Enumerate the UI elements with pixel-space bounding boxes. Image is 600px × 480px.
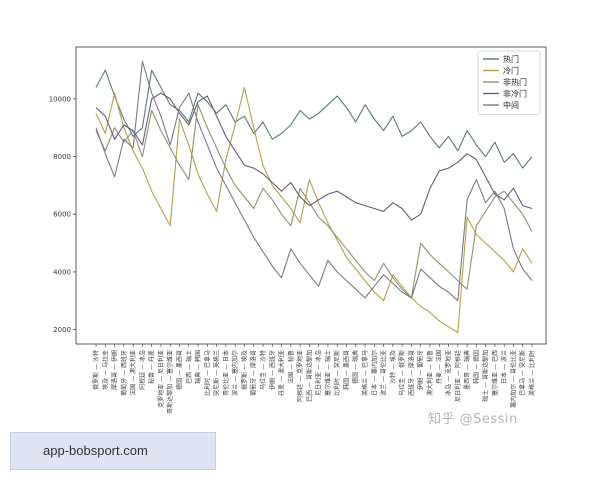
legend-label: 中间 [503, 100, 519, 110]
x-tick-label: 哥伦比亚 — 日本 [222, 350, 230, 396]
x-tick-label: 巴西 — 瑞士 [185, 350, 193, 384]
x-tick-label: 塞尔维亚 — 巴西 [491, 350, 499, 396]
footer-banner[interactable]: app-bobsport.com [10, 432, 216, 470]
x-tick-label: 阿根廷 — 克罗地亚 [296, 350, 304, 402]
x-tick-label: 法国 — 秘鲁 [287, 350, 295, 384]
x-tick-label: 埃及 — 乌拉圭 [101, 350, 109, 390]
legend-box [477, 50, 541, 115]
x-tick-label: 秘鲁 — 丹麦 [148, 350, 156, 384]
y-tick-label: 4000 [53, 268, 71, 276]
x-tick-label: 尼日利亚 — 阿根廷 [454, 350, 462, 402]
y-tick-label: 2000 [53, 326, 71, 334]
x-tick-label: 伊朗 — 西班牙 [268, 350, 276, 390]
x-tick-label: 澳大利亚 — 秘鲁 [426, 350, 434, 396]
x-tick-label: 瑞典 — 韩国 [194, 350, 202, 384]
x-tick-label: 俄罗斯 — 沙特 [92, 350, 100, 390]
legend-label: 热门 [503, 54, 519, 64]
legend-label: 非冷门 [503, 89, 527, 99]
legend-label: 非热门 [503, 77, 527, 87]
footer-link-text[interactable]: app-bobsport.com [43, 443, 148, 458]
x-tick-label: 哥斯达黎加 — 塞尔维亚 [166, 350, 174, 414]
series-line-非冷门 [95, 92, 533, 221]
x-tick-label: 韩国 — 德国 [472, 350, 480, 384]
x-axis: 俄罗斯 — 沙特 埃及 — 乌拉圭 摩洛哥 — 伊朗 葡萄牙 — 西班牙 法国 — 澳大… [92, 344, 536, 414]
x-tick-label: 丹麦 — 法国 [435, 350, 443, 384]
y-tick-label: 10000 [49, 95, 71, 103]
x-tick-label: 英格兰 — 巴拿马 [361, 350, 369, 396]
x-tick-label: 塞内加尔 — 哥伦比亚 [509, 350, 517, 408]
x-tick-label: 塞尔维亚 — 瑞士 [324, 350, 332, 396]
x-tick-label: 葡萄牙 — 西班牙 [120, 350, 128, 396]
x-tick-label: 阿根廷 — 冰岛 [138, 350, 146, 390]
x-tick-label: 葡萄牙 — 摩洛哥 [250, 350, 258, 396]
watermark: 知乎 @Sessin [428, 412, 518, 427]
series-line-热门 [95, 69, 533, 169]
x-tick-label: 伊朗 — 葡萄牙 [417, 350, 425, 390]
x-tick-label: 比利时 — 突尼斯 [333, 350, 341, 396]
y-tick-label: 8000 [53, 153, 71, 161]
x-tick-label: 克罗地亚 — 尼日利亚 [157, 350, 165, 408]
x-tick-label: 英格兰 — 比利时 [528, 350, 536, 396]
x-tick-label: 德国 — 墨西哥 [175, 350, 183, 390]
plot-area-frame [75, 46, 547, 345]
x-tick-label: 波兰 — 塞内加尔 [231, 350, 239, 396]
x-tick-label: 乌拉圭 — 沙特 [259, 350, 267, 390]
x-tick-label: 乌拉圭 — 俄罗斯 [398, 350, 406, 396]
x-tick-label: 日本 — 塞内加尔 [370, 350, 378, 396]
x-tick-label: 西班牙 — 摩洛哥 [407, 350, 415, 396]
y-tick-label: 6000 [53, 211, 71, 219]
x-tick-label: 尼日利亚 — 冰岛 [315, 350, 323, 396]
legend-label: 冷门 [503, 66, 519, 76]
series-line-中间 [95, 60, 533, 302]
x-tick-label: 比利时 — 巴拿马 [203, 350, 211, 396]
series-lines [95, 60, 533, 334]
x-tick-label: 巴西 — 哥斯达黎加 [305, 350, 313, 402]
x-tick-label: 瑞士 — 哥斯达黎加 [482, 350, 490, 402]
x-tick-label: 摩洛哥 — 伊朗 [111, 350, 119, 390]
x-tick-label: 德国 — 瑞典 [352, 350, 360, 384]
x-tick-label: 法国 — 澳大利亚 [129, 350, 137, 396]
x-tick-label: 韩国 — 墨西哥 [342, 350, 350, 390]
y-axis: 2000 4000 6000 8000 10000 [49, 95, 76, 334]
x-tick-label: 突尼斯 — 英格兰 [213, 350, 221, 396]
x-tick-label: 波兰 — 哥伦比亚 [380, 350, 388, 396]
x-tick-label: 冰岛 — 克罗地亚 [445, 350, 453, 396]
x-tick-label: 俄罗斯 — 埃及 [240, 350, 248, 390]
x-tick-label: 丹麦 — 澳大利亚 [278, 350, 286, 396]
x-tick-label: 沙特 — 埃及 [389, 350, 397, 384]
series-line-冷门 [95, 86, 533, 334]
x-tick-label: 墨西哥 — 瑞典 [463, 350, 471, 390]
x-tick-label: 日本 — 波兰 [500, 350, 508, 384]
x-tick-label: 巴拿马 — 突尼斯 [519, 350, 527, 396]
